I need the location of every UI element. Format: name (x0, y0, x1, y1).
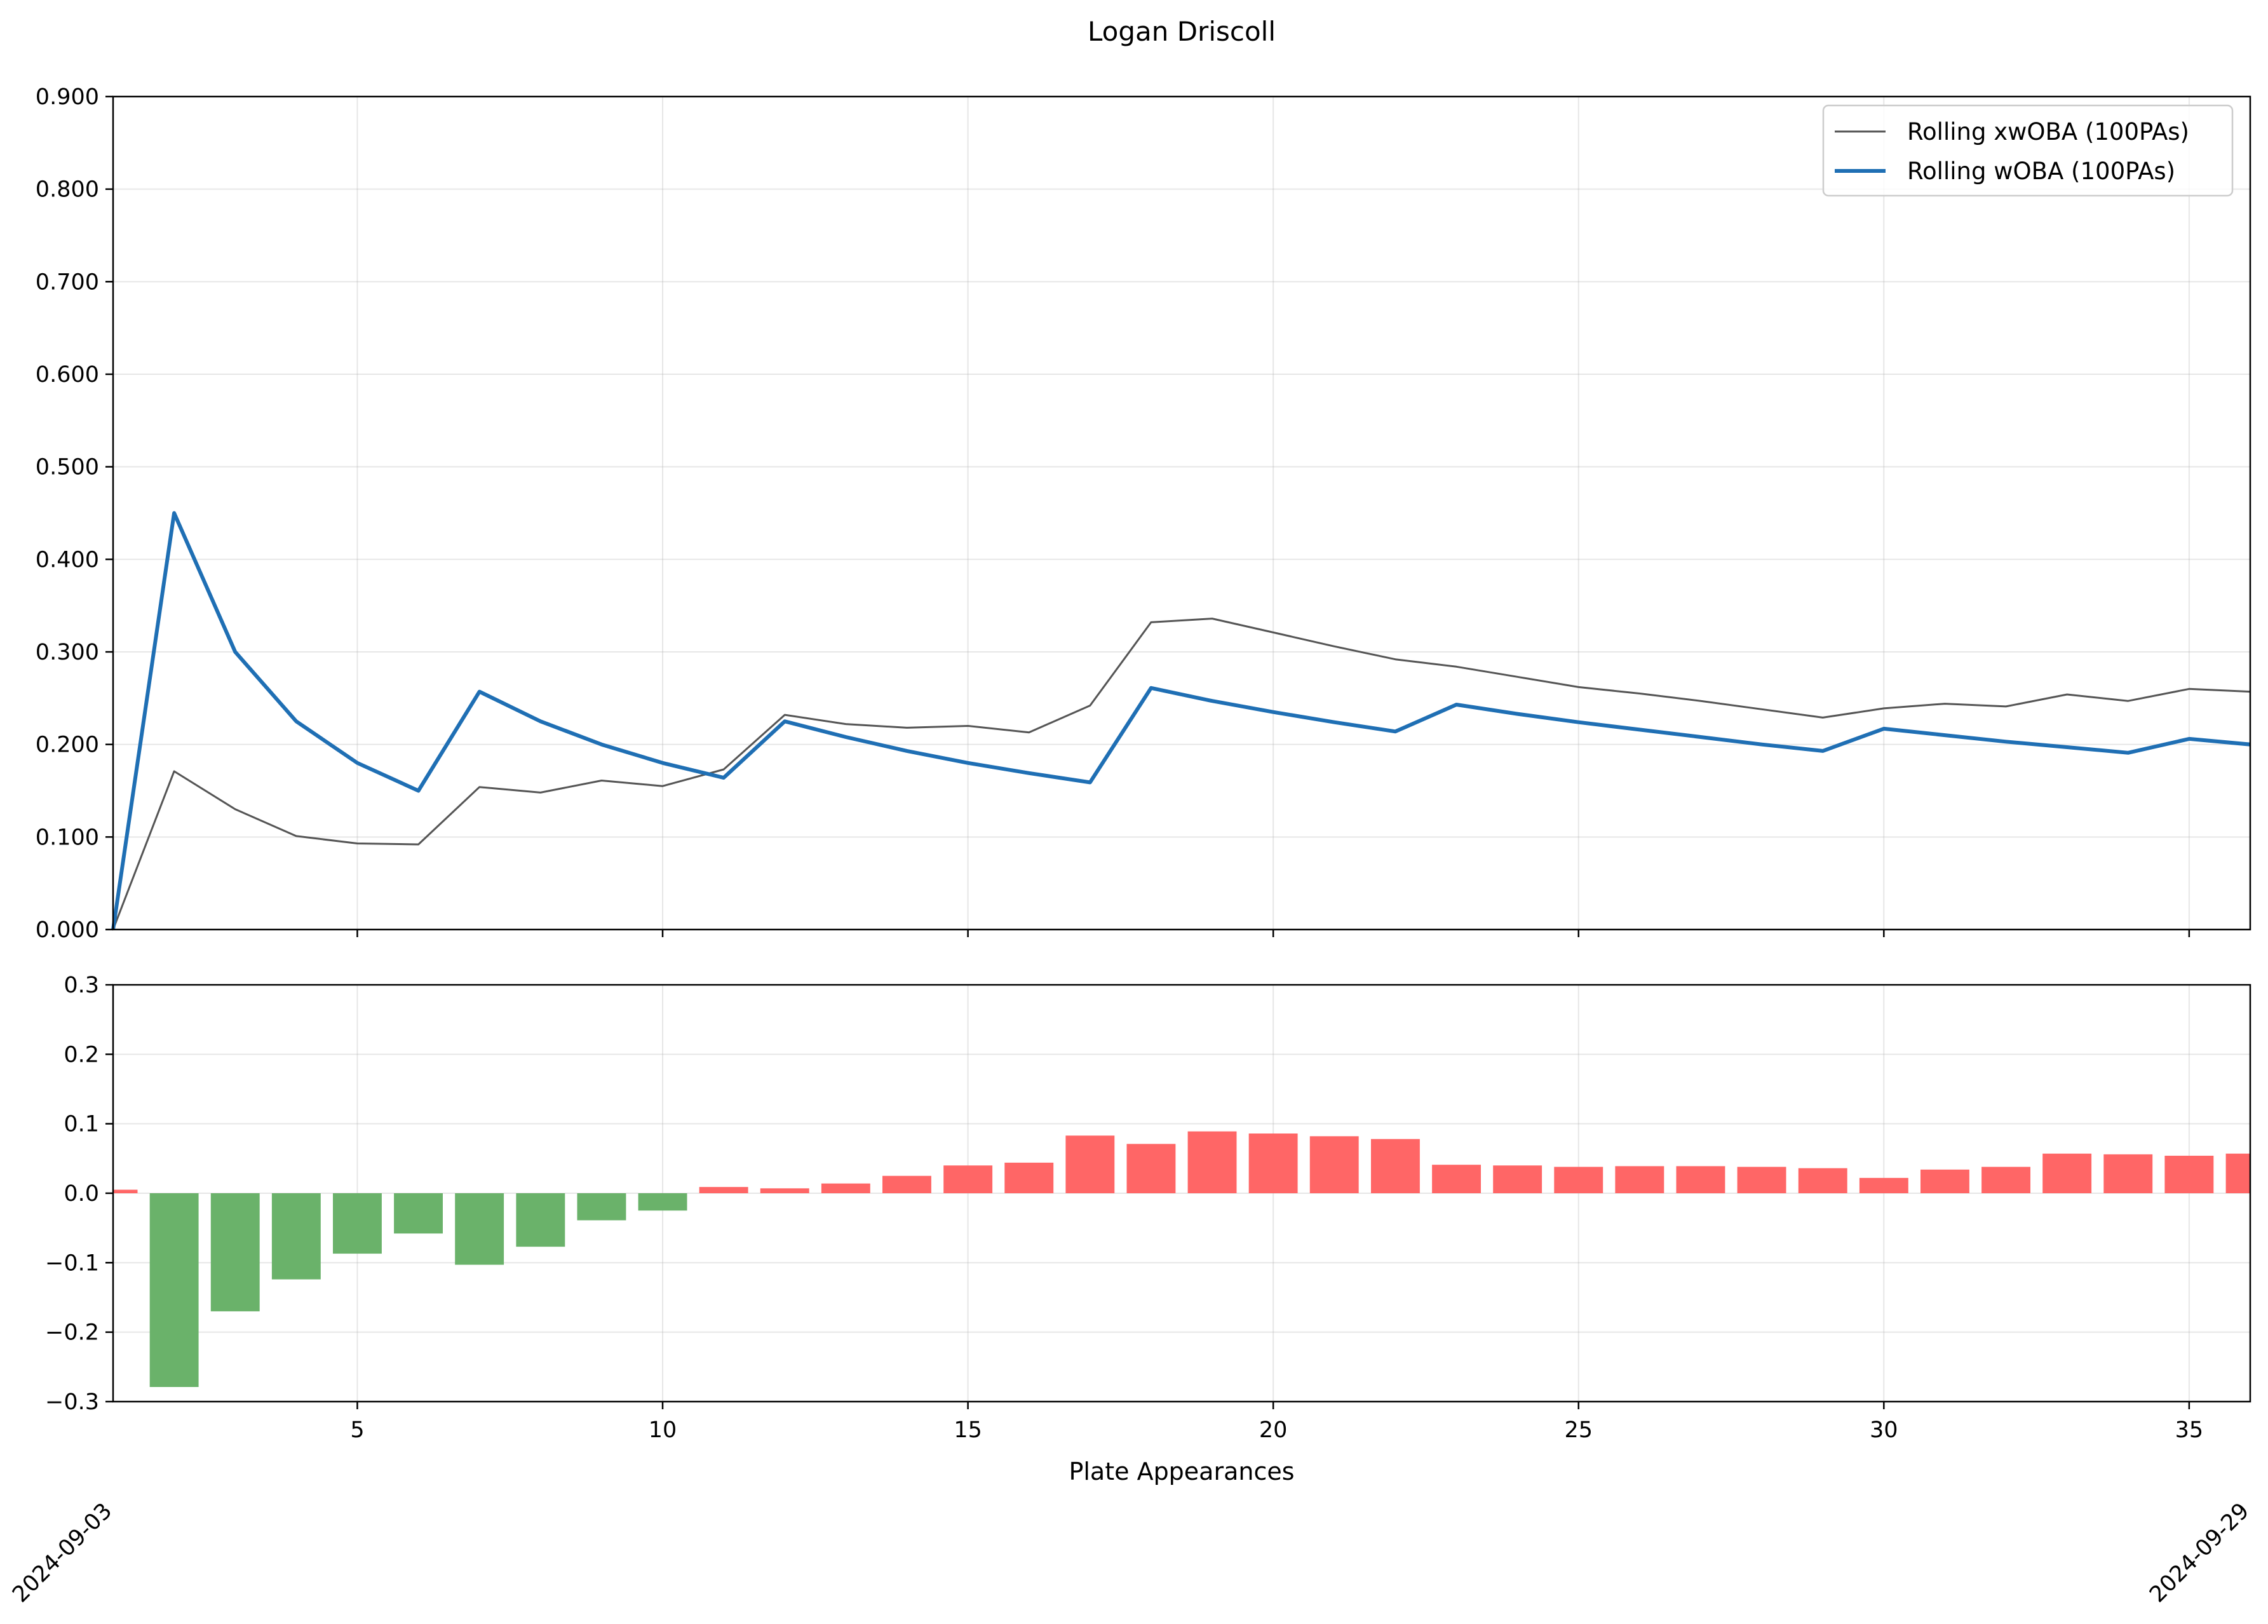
x-tick-label: 10 (649, 1418, 677, 1443)
bottom-y-tick-label: 0.1 (64, 1112, 99, 1137)
bar (1493, 1165, 1542, 1193)
top-y-tick-label: 0.900 (36, 85, 99, 110)
top-panel-frame (112, 95, 2251, 931)
bar (149, 1193, 199, 1387)
bar (1004, 1162, 1054, 1193)
bottom-y-tick-label: −0.3 (45, 1390, 99, 1415)
top-y-tick-label: 0.200 (36, 733, 99, 758)
bar (1920, 1169, 1969, 1193)
bar (516, 1193, 565, 1247)
bar (1309, 1136, 1359, 1193)
legend: Rolling xwOBA (100PAs) Rolling wOBA (100… (1822, 104, 2234, 197)
top-y-tick-label: 0.100 (36, 825, 99, 850)
chart-title: Logan Driscoll (1088, 16, 1276, 47)
bar (1554, 1167, 1603, 1193)
bar (2164, 1156, 2214, 1193)
bar (638, 1193, 687, 1211)
bar (1798, 1168, 1847, 1193)
top-panel-grid (113, 96, 2250, 930)
bar (271, 1193, 321, 1280)
bar (2042, 1153, 2092, 1193)
bottom-panel-ticks: 0.3 0.2 0.1 0.0 −0.1 −0.2 −0.3 5 10 15 20 25 30 35 (45, 973, 2203, 1443)
bar (394, 1193, 443, 1234)
bar (1737, 1167, 1786, 1193)
x-tick-label: 15 (954, 1418, 982, 1443)
bar (1615, 1166, 1664, 1193)
bar (760, 1188, 809, 1193)
bar (1676, 1166, 1725, 1193)
bar (821, 1183, 870, 1193)
bottom-y-tick-label: 0.3 (64, 973, 99, 998)
top-y-tick-label: 0.300 (36, 640, 99, 665)
legend-box (1822, 104, 2234, 197)
bar (943, 1165, 993, 1193)
bar (113, 1189, 138, 1193)
series-line-xwoba (112, 618, 2250, 930)
x-axis-label: Plate Appearances (1069, 1458, 1294, 1485)
top-y-tick-label: 0.000 (36, 917, 99, 943)
bar (1248, 1133, 1298, 1193)
top-y-tick-label: 0.500 (36, 455, 99, 480)
bar (1126, 1144, 1176, 1193)
bottom-y-tick-label: −0.2 (45, 1320, 99, 1346)
bar (455, 1193, 504, 1265)
bar (1065, 1135, 1115, 1193)
legend-label-xwoba: Rolling xwOBA (100PAs) (1907, 118, 2189, 145)
bar (882, 1175, 931, 1193)
x-tick-label: 30 (1870, 1418, 1898, 1443)
legend-label-woba: Rolling wOBA (100PAs) (1907, 158, 2175, 185)
top-y-tick-label: 0.700 (36, 269, 99, 295)
bar (210, 1193, 260, 1311)
bar (333, 1193, 382, 1254)
bar (1859, 1177, 1908, 1193)
bar (1371, 1139, 1420, 1193)
bottom-panel-bars (113, 1131, 2250, 1387)
bar (1981, 1167, 2030, 1193)
series-line-woba (111, 511, 2250, 930)
top-y-tick-label: 0.800 (36, 177, 99, 203)
bar (2225, 1153, 2250, 1193)
top-panel-ticks: 0.000 0.100 0.200 0.300 0.400 0.500 0.600 0.700… (36, 85, 2190, 943)
x-tick-label: 35 (2175, 1418, 2204, 1443)
bar (1187, 1131, 1237, 1193)
x-tick-label: 20 (1259, 1418, 1288, 1443)
top-y-tick-label: 0.400 (36, 547, 99, 572)
bottom-y-tick-label: 0.0 (64, 1181, 99, 1207)
top-panel-series (111, 511, 2250, 930)
bar (577, 1193, 626, 1221)
bar (1432, 1165, 1481, 1193)
bar (2103, 1154, 2153, 1193)
x-tick-label: 25 (1564, 1418, 1593, 1443)
top-y-tick-label: 0.600 (36, 362, 99, 388)
bottom-y-tick-label: 0.2 (64, 1042, 99, 1067)
bar (699, 1187, 748, 1193)
x-tick-label: 5 (350, 1418, 364, 1443)
bottom-y-tick-label: −0.1 (45, 1250, 99, 1276)
